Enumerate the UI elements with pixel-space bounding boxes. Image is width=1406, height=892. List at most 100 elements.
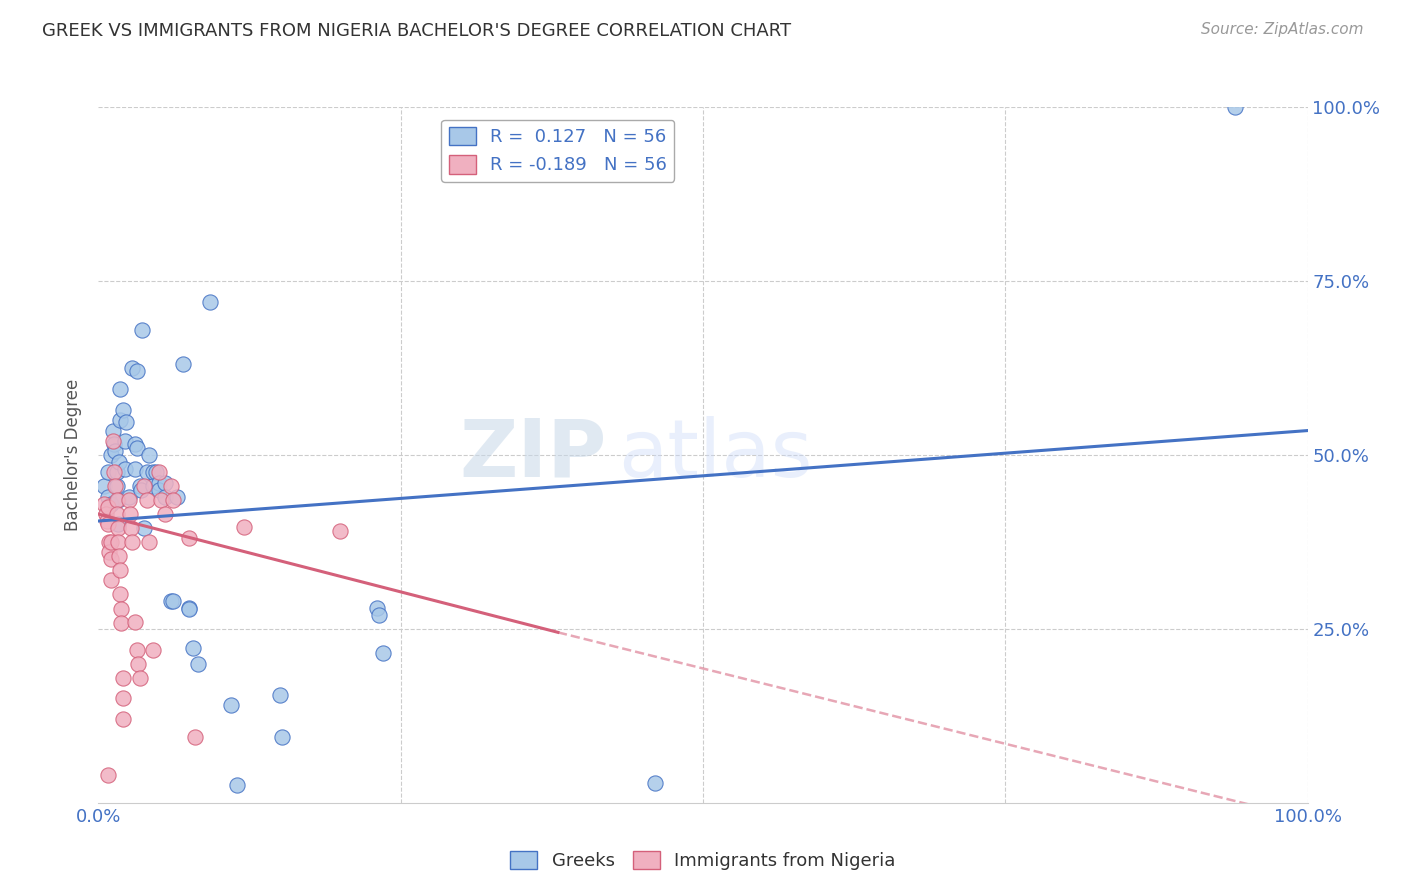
Point (108, 455, 131, 469)
Point (153, 490, 176, 504)
Point (124, 462, 146, 476)
Point (105, 466, 128, 480)
Point (127, 441, 149, 455)
Point (104, 479, 127, 493)
Point (108, 413, 131, 427)
Point (94, 507, 117, 521)
Point (366, 601, 388, 615)
Point (97, 517, 120, 532)
Point (134, 521, 156, 535)
Point (172, 358, 194, 372)
Point (150, 493, 173, 508)
Point (128, 479, 150, 493)
Point (148, 466, 170, 480)
Point (108, 382, 131, 396)
Point (100, 573, 122, 587)
Point (368, 607, 391, 622)
Point (93, 497, 115, 511)
Point (135, 493, 157, 508)
Point (120, 521, 142, 535)
Text: Source: ZipAtlas.com: Source: ZipAtlas.com (1201, 22, 1364, 37)
Point (124, 437, 146, 451)
Point (121, 535, 143, 549)
Point (127, 364, 149, 378)
Point (221, 698, 243, 713)
Point (135, 466, 157, 480)
Point (142, 642, 165, 657)
Point (100, 448, 122, 462)
Text: GREEK VS IMMIGRANTS FROM NIGERIA BACHELOR'S DEGREE CORRELATION CHART: GREEK VS IMMIGRANTS FROM NIGERIA BACHELO… (42, 22, 792, 40)
Point (127, 657, 149, 671)
Point (105, 507, 128, 521)
Point (179, 601, 201, 615)
Point (129, 483, 152, 497)
Point (114, 434, 136, 448)
Point (100, 552, 122, 566)
Point (107, 535, 129, 549)
Point (142, 466, 165, 480)
Point (187, 657, 209, 671)
Point (110, 602, 132, 616)
Point (127, 642, 149, 657)
Point (269, 688, 291, 702)
Point (96, 514, 118, 528)
Point (118, 493, 141, 508)
Point (179, 532, 201, 546)
Point (98, 535, 121, 549)
Point (118, 490, 141, 504)
Point (111, 712, 134, 726)
Point (118, 507, 141, 521)
Point (184, 730, 207, 744)
Point (153, 475, 176, 490)
Point (101, 424, 124, 438)
Point (128, 671, 150, 685)
Point (160, 594, 183, 608)
Point (97, 490, 120, 504)
Point (226, 778, 249, 792)
Point (97, 500, 120, 514)
Point (138, 535, 160, 549)
Point (105, 493, 128, 508)
Legend: R =  0.127   N = 56, R = -0.189   N = 56: R = 0.127 N = 56, R = -0.189 N = 56 (441, 120, 675, 182)
Point (148, 475, 170, 490)
Point (198, 294, 221, 309)
Point (110, 616, 132, 631)
Point (162, 493, 184, 508)
Point (107, 517, 129, 532)
Point (105, 479, 128, 493)
Point (153, 507, 176, 521)
Point (97, 768, 120, 782)
Point (93, 479, 115, 493)
Point (271, 730, 294, 744)
Point (103, 466, 125, 480)
Point (98, 545, 121, 559)
Point (232, 519, 254, 533)
Point (162, 594, 184, 608)
Point (644, 776, 666, 790)
Point (100, 535, 122, 549)
Point (142, 479, 165, 493)
Point (111, 691, 134, 706)
Point (148, 483, 170, 497)
Point (1223, 100, 1246, 114)
Point (329, 524, 352, 539)
Y-axis label: Bachelor's Degree: Bachelor's Degree (65, 379, 83, 531)
Point (181, 641, 204, 656)
Point (145, 466, 167, 480)
Point (108, 549, 131, 563)
Point (108, 563, 131, 577)
Point (134, 479, 156, 493)
Point (138, 448, 160, 462)
Point (108, 587, 131, 601)
Point (121, 360, 143, 375)
Point (101, 434, 124, 448)
Point (115, 415, 138, 429)
Point (166, 490, 188, 504)
Point (114, 462, 136, 476)
Point (107, 493, 129, 508)
Point (104, 444, 127, 458)
Text: ZIP: ZIP (458, 416, 606, 494)
Point (103, 437, 125, 451)
Point (107, 521, 129, 535)
Text: atlas: atlas (619, 416, 813, 494)
